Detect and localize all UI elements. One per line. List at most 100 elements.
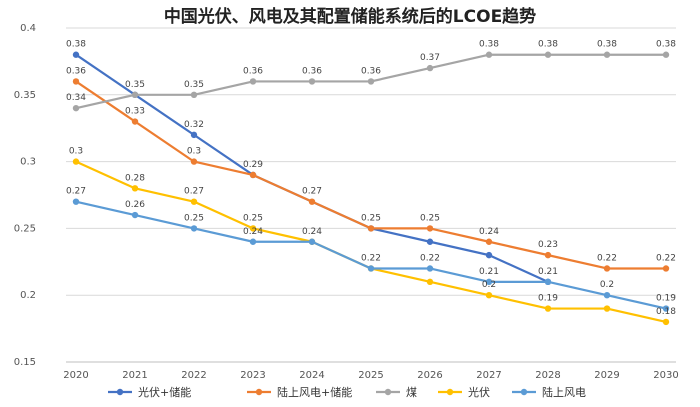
data-label: 0.22 [597, 253, 617, 263]
data-label: 0.38 [656, 40, 676, 50]
data-point [544, 305, 552, 312]
legend-item: 光伏+储能 [108, 385, 191, 399]
data-point [190, 198, 198, 205]
data-point [544, 278, 552, 286]
data-point [367, 78, 375, 85]
data-point [72, 198, 80, 205]
y-axis-ticks: 0.15 0.2 0.25 0.3 0.35 0.4 [14, 23, 36, 368]
legend-label: 陆上风电 [542, 385, 586, 399]
data-point [131, 185, 139, 192]
data-label: 0.22 [420, 253, 440, 263]
data-label: 0.35 [125, 80, 145, 90]
data-label: 0.36 [302, 66, 322, 76]
data-label: 0.25 [184, 213, 204, 223]
chart-title: 中国光伏、风电及其配置储能系统后的LCOE趋势 [164, 6, 536, 27]
data-point [249, 238, 257, 245]
series-1 [72, 78, 670, 272]
y-tick-label: 0.2 [20, 290, 36, 301]
series-3 [72, 158, 670, 326]
data-point [485, 51, 493, 58]
data-label: 0.27 [184, 187, 204, 197]
data-point [426, 225, 434, 232]
data-label: 0.38 [597, 40, 617, 50]
data-point [308, 238, 316, 245]
data-point [190, 91, 198, 99]
legend-label: 陆上风电+储能 [277, 385, 352, 399]
data-label: 0.19 [656, 294, 676, 304]
data-point [308, 78, 316, 85]
data-point [72, 51, 80, 58]
data-point [662, 51, 670, 58]
data-point [249, 171, 257, 179]
data-label: 0.3 [69, 147, 83, 157]
x-tick-label: 2022 [181, 370, 206, 381]
legend-item: 陆上风电+储能 [247, 385, 352, 399]
data-label: 0.25 [420, 213, 440, 223]
x-tick-label: 2026 [417, 370, 442, 381]
data-point [426, 265, 434, 272]
data-point [308, 198, 316, 205]
data-point [426, 238, 434, 245]
data-point [485, 292, 493, 299]
data-point [544, 51, 552, 58]
data-label: 0.36 [243, 66, 263, 76]
data-point [603, 305, 611, 312]
x-tick-label: 2027 [476, 370, 501, 381]
data-point [485, 251, 493, 259]
data-point [249, 78, 257, 85]
legend-marker [446, 388, 454, 396]
data-label: 0.32 [184, 120, 204, 130]
data-label: 0.37 [420, 53, 440, 63]
data-point [485, 278, 493, 286]
legend: 光伏+储能 陆上风电+储能 煤 光伏 陆上风电 [108, 385, 586, 399]
data-label: 0.34 [66, 93, 86, 103]
y-tick-label: 0.25 [14, 223, 36, 234]
legend-marker [384, 388, 392, 396]
data-point [249, 225, 257, 232]
data-point [662, 318, 670, 326]
data-point [72, 78, 80, 85]
data-label: 0.24 [479, 227, 499, 237]
data-label: 0.36 [66, 66, 86, 76]
x-tick-label: 2024 [299, 370, 324, 381]
data-point [426, 278, 434, 286]
data-label: 0.2 [600, 280, 614, 290]
data-label: 0.38 [538, 40, 558, 50]
data-point [367, 225, 375, 232]
legend-label: 煤 [406, 386, 417, 399]
data-point [131, 91, 139, 99]
data-point [367, 265, 375, 272]
y-tick-label: 0.4 [20, 23, 36, 34]
data-label: 0.36 [361, 66, 381, 76]
legend-marker [255, 388, 263, 396]
data-label: 0.3 [187, 147, 201, 157]
data-label: 0.28 [125, 173, 145, 183]
series-4 [72, 198, 670, 312]
legend-marker [520, 388, 528, 396]
data-point [544, 251, 552, 259]
data-label: 0.33 [125, 107, 145, 117]
x-tick-label: 2028 [535, 370, 560, 381]
data-point [603, 51, 611, 58]
y-tick-label: 0.3 [20, 157, 36, 168]
y-tick-label: 0.35 [14, 90, 36, 101]
data-label: 0.24 [302, 227, 322, 237]
data-label: 0.25 [243, 213, 263, 223]
data-label: 0.22 [361, 253, 381, 263]
legend-item: 煤 [376, 386, 417, 399]
series-layer [72, 51, 670, 326]
data-point [603, 292, 611, 299]
data-label: 0.21 [538, 267, 558, 277]
data-point [131, 118, 139, 125]
series-2 [72, 51, 670, 112]
data-label: 0.19 [538, 294, 558, 304]
data-label: 0.29 [243, 160, 263, 170]
x-tick-label: 2029 [594, 370, 619, 381]
legend-marker [116, 388, 124, 396]
data-point [426, 64, 434, 72]
legend-label: 光伏 [468, 385, 490, 399]
data-point [603, 265, 611, 272]
data-label: 0.35 [184, 80, 204, 90]
legend-item: 光伏 [438, 385, 490, 399]
